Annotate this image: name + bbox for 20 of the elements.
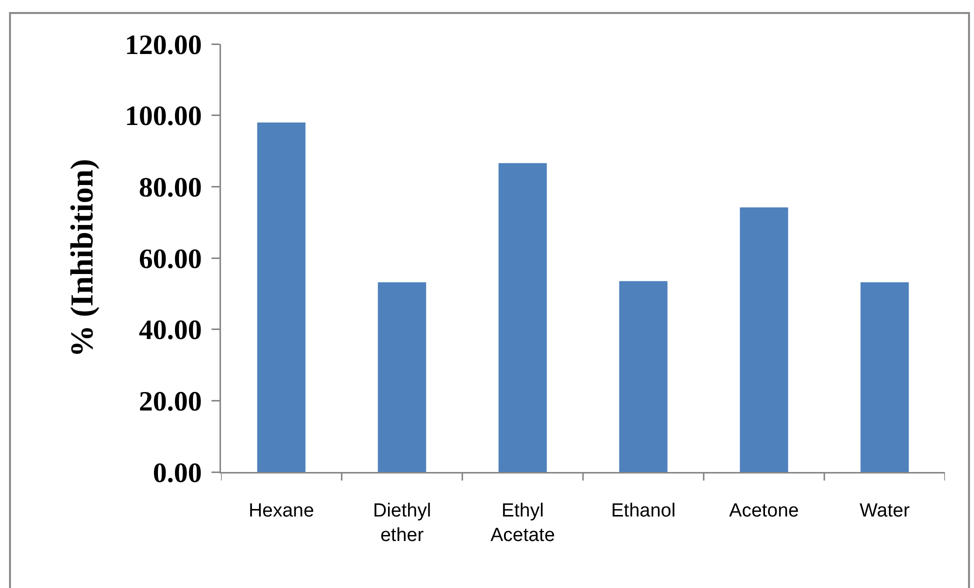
x-tick-label: Acetone [729,500,799,522]
bar [498,163,547,472]
bar [619,281,668,472]
y-tick-label: 0.00 [152,458,202,489]
bar [740,207,788,472]
y-axis-title: % (Inhibition) [63,158,100,358]
bar [378,282,426,472]
bar [860,282,909,472]
y-tick-label: 40.00 [138,315,202,346]
y-tick-label: 60.00 [138,244,202,275]
bar [257,122,306,472]
x-tick-label: Ethyl Acetate [490,500,555,546]
y-tick-label: 80.00 [138,172,202,204]
x-tick-label: Water [860,500,910,522]
y-tick-label: 120.00 [124,30,202,61]
y-tick-label: 100.00 [124,101,202,132]
x-tick-label: Ethanol [611,500,676,522]
x-tick-label: Hexane [248,500,314,522]
y-tick-label: 20.00 [138,386,202,418]
x-tick-label: Diethyl ether [372,500,432,546]
